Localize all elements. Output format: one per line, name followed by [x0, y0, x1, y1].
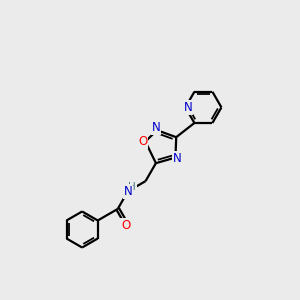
Text: N: N: [173, 152, 182, 165]
Text: N: N: [184, 101, 193, 114]
Text: N: N: [124, 185, 132, 198]
Text: H: H: [128, 182, 136, 192]
Text: O: O: [138, 135, 147, 148]
Text: N: N: [152, 121, 160, 134]
Text: O: O: [121, 219, 130, 232]
